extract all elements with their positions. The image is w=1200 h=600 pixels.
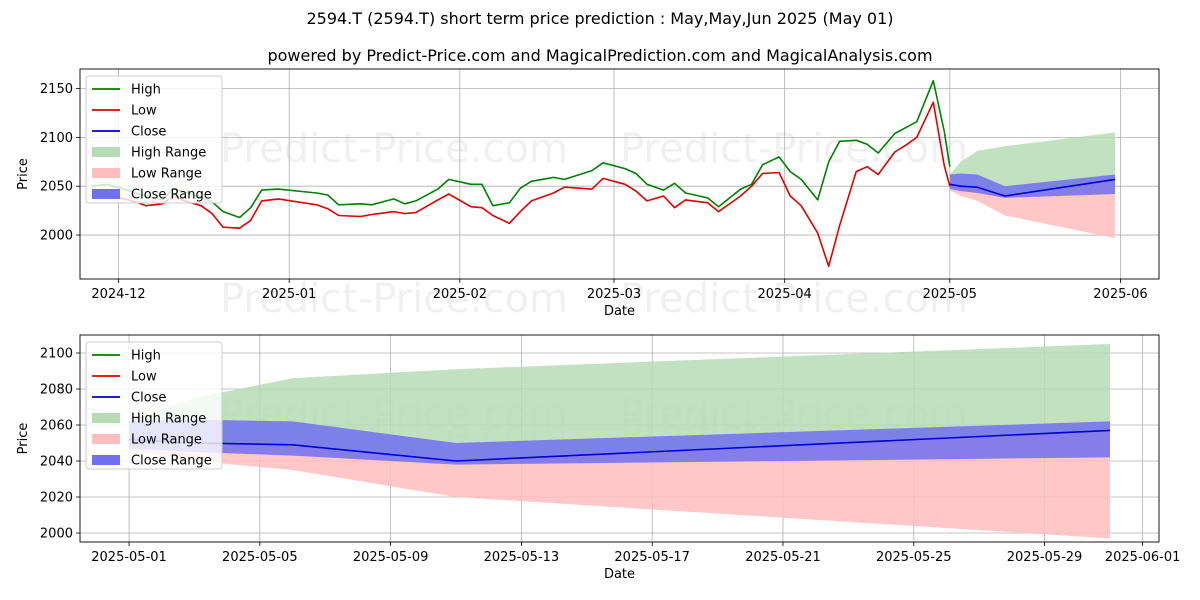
x-tick-label: 2025-04 <box>757 287 811 302</box>
legend-label: Low Range <box>131 433 202 448</box>
legend-label: Low <box>131 104 157 119</box>
x-tick-label: 2025-05-13 <box>484 550 560 565</box>
chart-panel-bottom: Predict-Price.comPredict-Price.comPredic… <box>16 334 1181 582</box>
legend-label: Low Range <box>131 167 202 182</box>
x-tick-label: 2025-05-21 <box>745 550 821 565</box>
y-tick-label: 2000 <box>40 527 73 542</box>
legend-label: High <box>131 349 161 364</box>
y-tick-label: 2080 <box>40 383 73 398</box>
x-tick-label: 2025-05-25 <box>876 550 952 565</box>
x-tick-label: 2025-05 <box>923 287 977 302</box>
legend-swatch <box>92 147 120 157</box>
low-series-line <box>90 101 951 268</box>
watermark: Predict-Price.com <box>620 276 968 322</box>
x-axis-label: Date <box>604 567 635 582</box>
legend-swatch <box>92 168 120 178</box>
legend: High Low Close High Range Low Range Close Ran… <box>85 75 223 204</box>
legend-label: Close <box>131 391 166 406</box>
x-tick-label: 2025-06 <box>1093 287 1147 302</box>
x-tick-label: 2025-06-01 <box>1105 550 1181 565</box>
x-tick-label: 2025-02 <box>433 287 487 302</box>
legend-label: Close <box>131 125 166 140</box>
legend: High Low Close High Range Low Range Close Ran… <box>85 341 223 470</box>
plot-area <box>90 79 1116 268</box>
legend-label: Close Range <box>131 188 212 203</box>
plot-area <box>128 344 1111 539</box>
y-tick-label: 2150 <box>40 82 73 97</box>
y-tick-label: 2000 <box>40 229 73 244</box>
legend-label: High Range <box>131 146 206 161</box>
chart-title: 2594.T (2594.T) short term price predict… <box>306 9 894 28</box>
x-tick-label: 2025-05-29 <box>1007 550 1083 565</box>
legend-swatch <box>92 189 120 199</box>
x-tick-label: 2025-01 <box>262 287 316 302</box>
high-series-line <box>90 79 951 219</box>
axes-frame <box>79 68 1160 280</box>
x-tick-label: 2025-05-01 <box>91 550 167 565</box>
x-tick-label: 2025-05-09 <box>353 550 429 565</box>
y-tick-label: 2040 <box>40 455 73 470</box>
watermark: Predict-Price.com <box>620 126 968 172</box>
watermark: Predict-Price.com <box>220 276 568 322</box>
legend-label: Close Range <box>131 454 212 469</box>
chart-subtitle: powered by Predict-Price.com and Magical… <box>267 46 933 65</box>
x-tick-label: 2025-05-17 <box>614 550 690 565</box>
watermark: Predict-Price.com <box>220 126 568 172</box>
legend-label: High <box>131 83 161 98</box>
y-axis-label: Price <box>16 158 31 190</box>
y-tick-label: 2050 <box>40 180 73 195</box>
legend-swatch <box>92 413 120 423</box>
chart-panel-top: Predict-Price.com Predict-Price.com Predic… <box>16 68 1160 322</box>
close-series-line <box>949 178 1116 197</box>
y-tick-label: 2100 <box>40 131 73 146</box>
y-tick-label: 2060 <box>40 419 73 434</box>
legend-swatch <box>92 455 120 465</box>
legend-label: Low <box>131 370 157 385</box>
x-tick-label: 2025-03 <box>587 287 641 302</box>
x-axis-label: Date <box>604 304 635 319</box>
y-axis-label: Price <box>16 423 31 455</box>
axes-frame <box>79 334 1160 543</box>
x-tick-label: 2024-12 <box>91 287 145 302</box>
legend-swatch <box>92 434 120 444</box>
legend-label: High Range <box>131 412 206 427</box>
y-tick-label: 2020 <box>40 491 73 506</box>
y-tick-label: 2100 <box>40 347 73 362</box>
x-tick-label: 2025-05-05 <box>222 550 298 565</box>
